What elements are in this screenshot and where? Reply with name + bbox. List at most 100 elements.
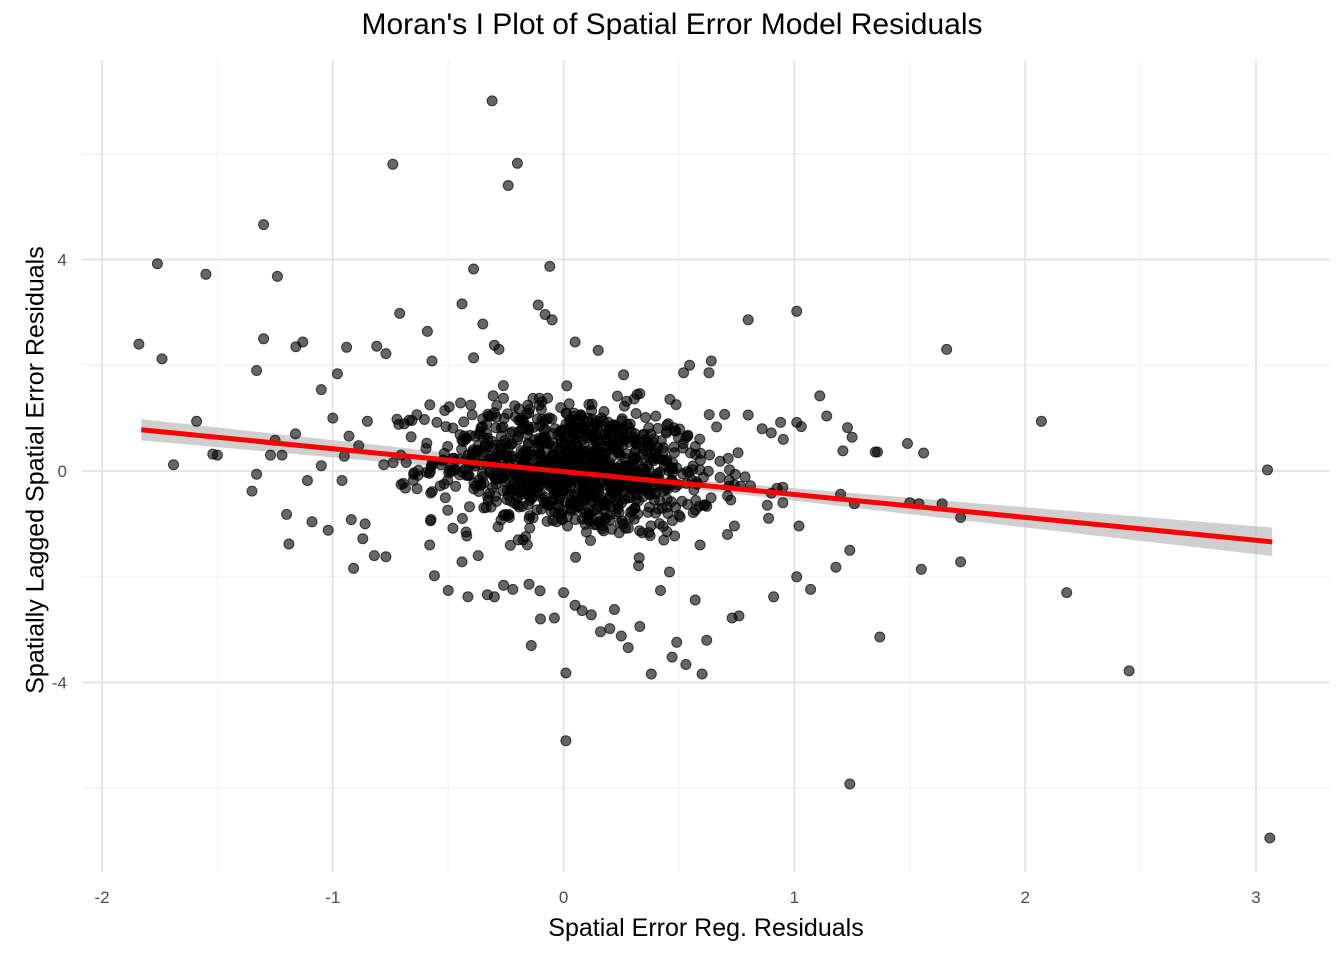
x-tick-labels: -2 -1 0 1 2 3 (94, 888, 1260, 907)
data-point (604, 420, 616, 432)
data-point (486, 450, 498, 462)
data-point (341, 341, 353, 353)
data-point (821, 410, 833, 422)
data-point (689, 594, 701, 606)
data-point (657, 442, 669, 454)
data-point (742, 409, 754, 421)
data-point (506, 451, 518, 463)
data-point (615, 630, 627, 642)
data-point (842, 422, 853, 434)
data-point (322, 524, 334, 536)
data-point (1061, 587, 1073, 599)
scatter-points (133, 95, 1276, 844)
data-point (554, 426, 566, 437)
data-point (701, 500, 713, 512)
data-point (599, 429, 611, 441)
data-point (1123, 665, 1135, 677)
data-point (405, 431, 417, 443)
data-point (791, 305, 803, 317)
data-point (1264, 832, 1276, 844)
data-point (703, 367, 715, 379)
x-tick-label: -2 (94, 888, 109, 907)
data-point (290, 428, 301, 440)
data-point (560, 735, 572, 747)
data-point (714, 471, 726, 483)
data-point (495, 444, 507, 456)
data-point (592, 344, 604, 356)
data-point (251, 365, 263, 376)
data-point (763, 512, 775, 524)
data-point (844, 544, 856, 556)
data-point (609, 444, 620, 456)
data-point (561, 449, 573, 461)
data-point (722, 452, 734, 464)
data-point (570, 551, 582, 563)
data-point (425, 487, 437, 499)
data-point (200, 268, 212, 280)
data-point (652, 422, 664, 434)
data-point (447, 522, 459, 534)
data-point (357, 533, 369, 545)
data-point (306, 516, 318, 528)
data-point (513, 414, 525, 426)
data-point (719, 408, 731, 420)
data-point (246, 485, 258, 497)
data-point (477, 471, 489, 483)
data-point (465, 399, 477, 411)
data-point (498, 579, 510, 591)
data-point (504, 539, 516, 551)
data-point (562, 520, 573, 532)
data-point (595, 626, 606, 638)
data-point (462, 591, 474, 603)
data-point (611, 390, 623, 402)
data-point (585, 535, 596, 546)
data-point (458, 416, 470, 428)
data-point (331, 368, 343, 380)
data-point (497, 380, 509, 392)
data-point (359, 518, 371, 530)
data-point (380, 551, 392, 563)
data-point (468, 352, 480, 364)
data-point (640, 412, 652, 423)
data-point (662, 418, 674, 430)
data-point (622, 642, 634, 654)
data-point (1035, 415, 1047, 427)
data-point (508, 478, 520, 490)
data-point (582, 483, 594, 494)
data-point (561, 380, 573, 392)
data-point (739, 471, 751, 483)
data-point (585, 609, 597, 621)
data-point (566, 420, 578, 432)
data-point (455, 397, 467, 409)
data-point (315, 384, 327, 396)
data-point (343, 430, 355, 442)
data-point (151, 258, 163, 270)
data-point (941, 343, 953, 355)
data-point (671, 636, 683, 648)
data-point (488, 407, 500, 419)
data-point (466, 409, 478, 421)
data-point (456, 556, 468, 568)
data-point (830, 561, 842, 573)
data-point (874, 631, 886, 643)
data-point (536, 396, 548, 408)
data-point (511, 157, 523, 169)
data-point (814, 390, 826, 402)
data-point (680, 659, 692, 670)
data-point (955, 512, 967, 523)
data-point (570, 452, 582, 464)
data-point (775, 416, 787, 428)
data-point (614, 517, 626, 529)
data-point (632, 508, 644, 520)
data-point (705, 355, 717, 367)
data-point (711, 421, 723, 433)
data-point (361, 415, 373, 427)
data-point (421, 325, 433, 337)
data-point (411, 483, 423, 495)
data-point (368, 550, 380, 562)
data-point (777, 433, 789, 445)
data-point (477, 446, 489, 458)
data-point (473, 486, 485, 497)
data-point (498, 392, 509, 404)
data-point (650, 507, 662, 519)
